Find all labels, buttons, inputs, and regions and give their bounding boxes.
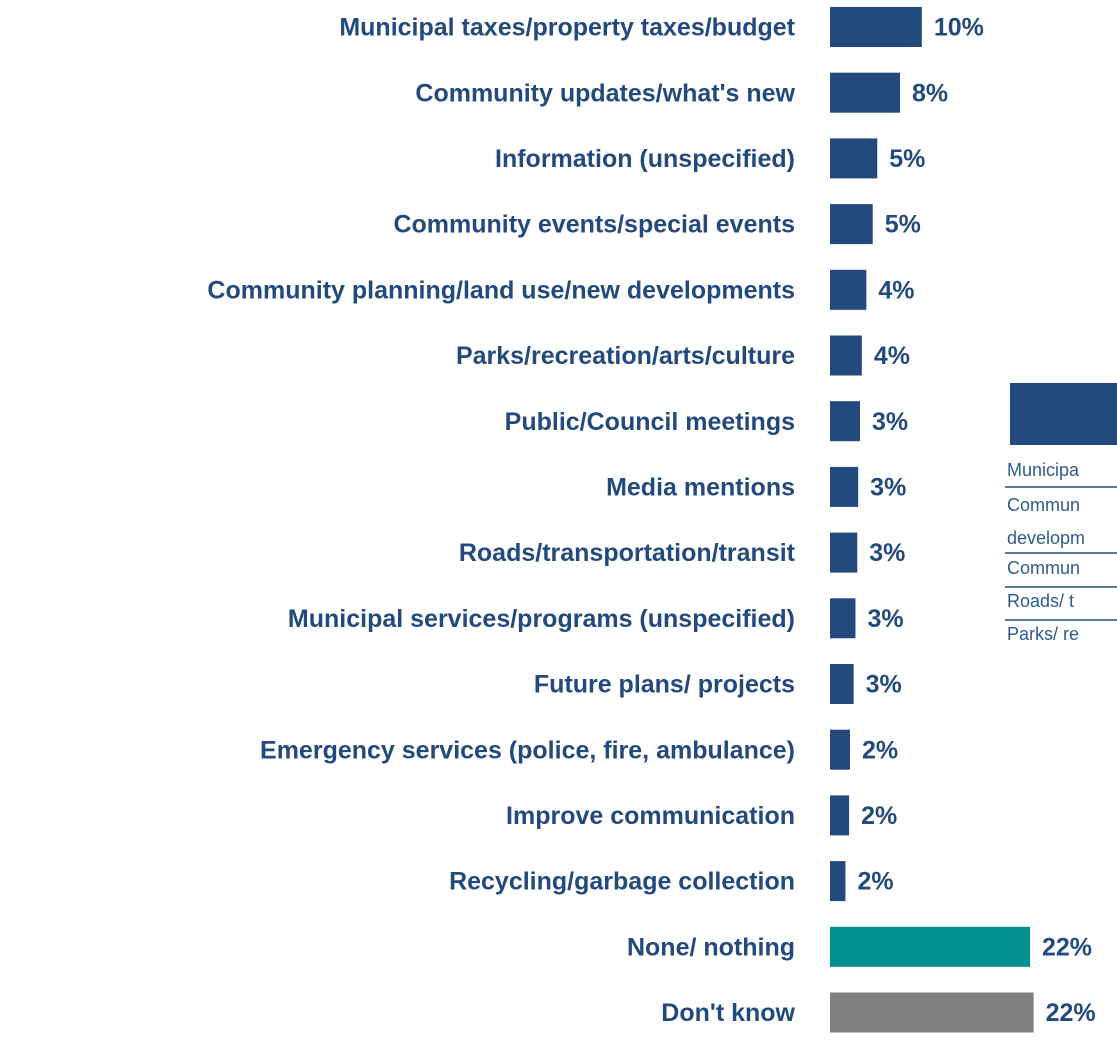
value-label: 2% bbox=[862, 736, 898, 764]
value-label: 22% bbox=[1042, 933, 1092, 961]
value-label: 8% bbox=[912, 79, 948, 107]
table-cell: Roads/ t bbox=[1007, 591, 1074, 611]
bar bbox=[830, 861, 846, 902]
table-cell: developm bbox=[1007, 528, 1085, 548]
bar bbox=[830, 664, 854, 704]
value-label: 3% bbox=[869, 539, 905, 567]
category-label: Public/Council meetings bbox=[505, 408, 795, 436]
value-label: 3% bbox=[867, 605, 903, 633]
bar bbox=[830, 598, 856, 639]
value-label: 10% bbox=[934, 14, 984, 42]
bar bbox=[830, 466, 859, 507]
category-label: Information (unspecified) bbox=[495, 145, 795, 173]
value-label: 3% bbox=[866, 671, 902, 699]
table-cell: Commun bbox=[1007, 558, 1080, 578]
bar bbox=[830, 204, 873, 245]
category-label: Improve communication bbox=[506, 802, 795, 830]
bar bbox=[830, 729, 850, 770]
value-label: 4% bbox=[874, 342, 910, 370]
bar bbox=[830, 795, 850, 836]
bar bbox=[830, 992, 1034, 1033]
category-label: Emergency services (police, fire, ambula… bbox=[260, 736, 795, 764]
bar bbox=[830, 7, 922, 47]
bar bbox=[830, 72, 900, 113]
bar bbox=[830, 401, 860, 442]
value-label: 2% bbox=[861, 802, 897, 830]
table-cell: Municipa bbox=[1007, 460, 1080, 480]
table-cell: Commun bbox=[1007, 495, 1080, 515]
bar bbox=[830, 335, 862, 376]
value-label: 3% bbox=[870, 474, 906, 502]
value-label: 5% bbox=[889, 145, 925, 173]
bar bbox=[830, 269, 867, 310]
category-label: Recycling/garbage collection bbox=[449, 868, 795, 896]
category-label: Roads/transportation/transit bbox=[459, 539, 796, 567]
category-label: None/ nothing bbox=[627, 933, 795, 961]
table-cell: Parks/ re bbox=[1007, 624, 1079, 644]
category-label: Community events/special events bbox=[393, 211, 795, 239]
value-label: 2% bbox=[857, 868, 893, 896]
category-label: Future plans/ projects bbox=[534, 671, 795, 699]
bar bbox=[830, 926, 1030, 967]
category-label: Municipal services/programs (unspecified… bbox=[288, 605, 795, 633]
category-label: Municipal taxes/property taxes/budget bbox=[339, 14, 795, 42]
value-label: 3% bbox=[872, 408, 908, 436]
value-label: 22% bbox=[1046, 999, 1096, 1027]
bar bbox=[830, 138, 878, 179]
category-label: Community planning/land use/new developm… bbox=[207, 276, 795, 304]
category-label: Parks/recreation/arts/culture bbox=[456, 342, 795, 370]
bar bbox=[830, 532, 858, 573]
value-label: 5% bbox=[885, 211, 921, 239]
category-label: Don't know bbox=[661, 999, 795, 1027]
table-header bbox=[1010, 383, 1117, 445]
value-label: 4% bbox=[878, 276, 914, 304]
category-label: Community updates/what's new bbox=[415, 79, 795, 107]
category-label: Media mentions bbox=[606, 474, 795, 502]
